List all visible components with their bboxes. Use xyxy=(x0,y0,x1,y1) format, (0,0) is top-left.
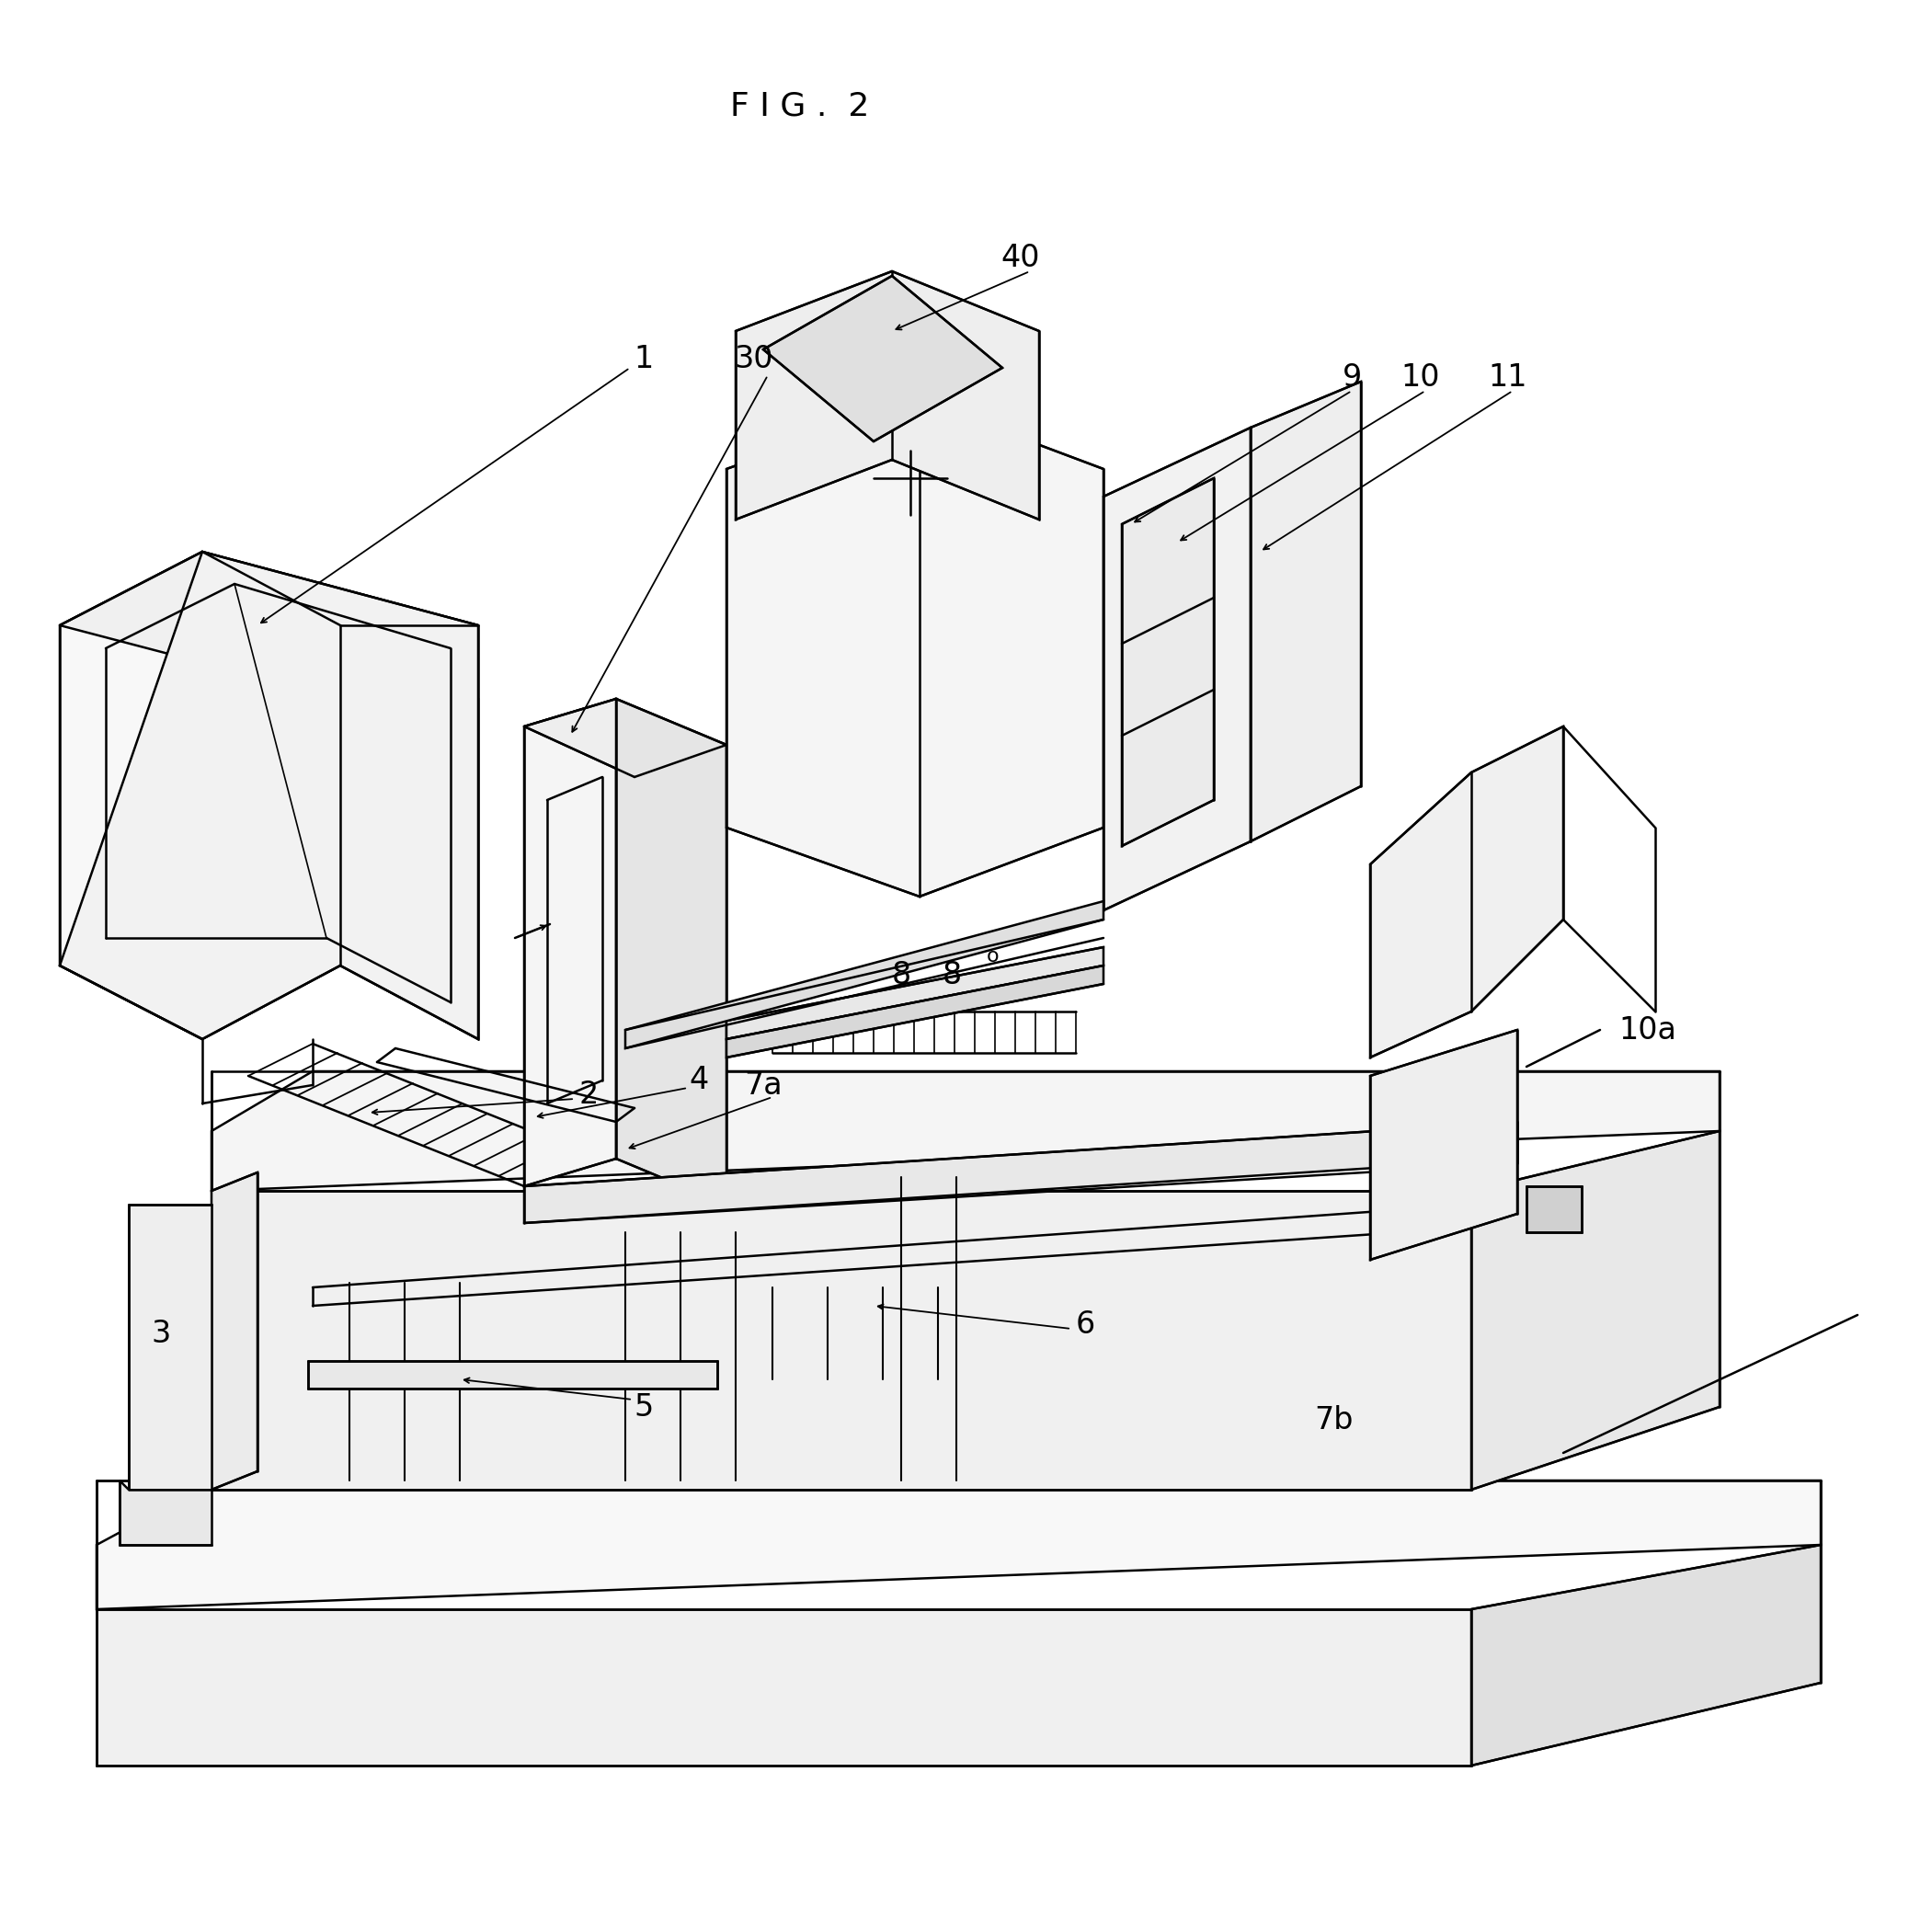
Polygon shape xyxy=(1122,479,1213,846)
Text: 6: 6 xyxy=(1076,1310,1095,1339)
Polygon shape xyxy=(1472,1546,1820,1766)
Text: 8: 8 xyxy=(891,960,910,989)
Circle shape xyxy=(871,1277,895,1298)
Polygon shape xyxy=(97,1480,1820,1609)
Polygon shape xyxy=(1103,427,1250,910)
Polygon shape xyxy=(726,947,1103,1039)
Polygon shape xyxy=(1370,1030,1517,1260)
Polygon shape xyxy=(616,699,726,1206)
Polygon shape xyxy=(120,1480,211,1546)
Polygon shape xyxy=(340,626,479,1039)
Text: 30: 30 xyxy=(734,344,773,373)
Text: 9: 9 xyxy=(1343,361,1362,392)
Text: 2: 2 xyxy=(580,1080,599,1109)
Polygon shape xyxy=(626,900,1103,1049)
Text: 8: 8 xyxy=(943,960,962,989)
Circle shape xyxy=(390,1376,419,1403)
Polygon shape xyxy=(60,553,479,1039)
Polygon shape xyxy=(211,1070,1719,1190)
Circle shape xyxy=(1150,670,1186,707)
Polygon shape xyxy=(1370,726,1563,1057)
Ellipse shape xyxy=(873,452,947,504)
Text: 10a: 10a xyxy=(1619,1014,1677,1045)
Polygon shape xyxy=(211,1190,1472,1490)
Circle shape xyxy=(446,1412,456,1420)
Text: 1: 1 xyxy=(634,344,653,373)
Polygon shape xyxy=(524,699,726,777)
Circle shape xyxy=(1393,1094,1493,1196)
Polygon shape xyxy=(763,276,1003,440)
Text: 10: 10 xyxy=(1401,361,1439,392)
Text: o: o xyxy=(987,947,999,966)
Circle shape xyxy=(400,1412,410,1420)
Polygon shape xyxy=(726,966,1103,1057)
Polygon shape xyxy=(307,1360,717,1389)
Circle shape xyxy=(1161,775,1175,788)
Polygon shape xyxy=(524,1122,1517,1223)
Text: 7a: 7a xyxy=(744,1070,782,1099)
Circle shape xyxy=(817,1277,838,1298)
Circle shape xyxy=(927,1277,949,1298)
Polygon shape xyxy=(129,1206,211,1490)
Text: 11: 11 xyxy=(1488,361,1528,392)
Text: 7b: 7b xyxy=(1314,1406,1352,1435)
Circle shape xyxy=(1426,1126,1463,1163)
Text: 40: 40 xyxy=(1001,242,1039,272)
Text: F I G .  2: F I G . 2 xyxy=(730,91,869,122)
Polygon shape xyxy=(60,553,479,699)
Polygon shape xyxy=(1472,1130,1719,1490)
Polygon shape xyxy=(60,553,340,1039)
Ellipse shape xyxy=(1291,1453,1341,1480)
Polygon shape xyxy=(524,699,616,1186)
Polygon shape xyxy=(211,1173,257,1490)
Polygon shape xyxy=(1526,1186,1582,1233)
Text: 3: 3 xyxy=(151,1318,170,1349)
Polygon shape xyxy=(1250,383,1360,842)
Circle shape xyxy=(761,1277,784,1298)
Circle shape xyxy=(437,1376,464,1403)
Polygon shape xyxy=(736,270,1039,520)
Text: 4: 4 xyxy=(690,1065,709,1095)
Polygon shape xyxy=(97,1609,1472,1766)
Polygon shape xyxy=(726,400,1103,896)
Text: 5: 5 xyxy=(634,1391,653,1422)
